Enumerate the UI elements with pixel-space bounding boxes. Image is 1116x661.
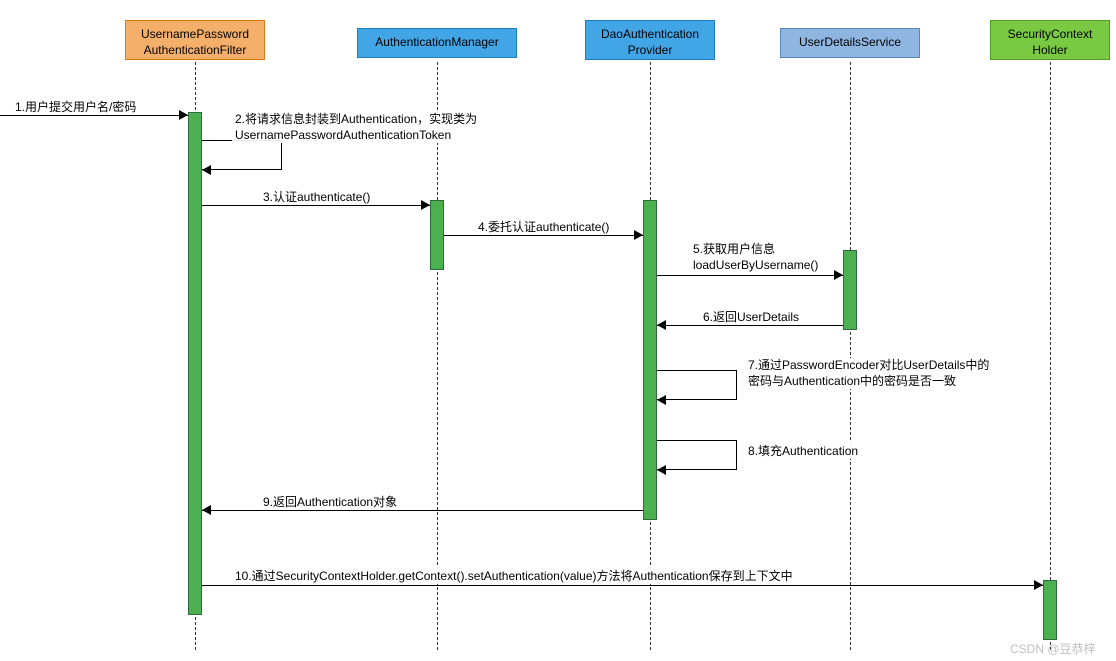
arrow-head-4: [634, 230, 643, 240]
message-label-4: 4.委托认证authenticate(): [475, 218, 612, 235]
message-arrow-6: [657, 325, 843, 326]
activation-uds: [843, 250, 857, 330]
arrow-head-2: [202, 165, 211, 175]
arrow-head-7: [657, 395, 666, 405]
message-label-6: 6.返回UserDetails: [700, 308, 802, 325]
arrow-head-1: [179, 110, 188, 120]
message-label-2: 2.将请求信息封装到Authentication，实现类为UsernamePas…: [232, 112, 480, 143]
message-arrow-1: [0, 115, 188, 116]
message-label-3: 3.认证authenticate(): [260, 188, 373, 205]
self-loop-8: [657, 440, 737, 470]
participant-dao: DaoAuthenticationProvider: [585, 20, 715, 60]
arrow-head-8: [657, 465, 666, 475]
activation-manager: [430, 200, 444, 270]
message-label-1: 1.用户提交用户名/密码: [12, 98, 139, 115]
activation-dao: [643, 200, 657, 520]
arrow-head-6: [657, 320, 666, 330]
participant-filter: UsernamePasswordAuthenticationFilter: [125, 20, 265, 60]
message-arrow-5: [657, 275, 843, 276]
message-label-5: 5.获取用户信息loadUserByUsername(): [690, 242, 821, 273]
participant-manager: AuthenticationManager: [357, 28, 517, 58]
activation-filter: [188, 112, 202, 615]
self-loop-2: [202, 140, 282, 170]
message-label-9: 9.返回Authentication对象: [260, 493, 400, 510]
lifeline-uds: [850, 62, 851, 650]
activation-ctx: [1043, 580, 1057, 640]
arrow-head-5: [834, 270, 843, 280]
lifeline-manager: [437, 62, 438, 650]
message-label-10: 10.通过SecurityContextHolder.getContext().…: [232, 567, 796, 584]
message-arrow-10: [202, 585, 1043, 586]
message-label-7: 7.通过PasswordEncoder对比UserDetails中的密码与Aut…: [745, 358, 992, 389]
lifeline-ctx: [1050, 62, 1051, 650]
arrow-head-3: [421, 200, 430, 210]
participant-uds: UserDetailsService: [780, 28, 920, 58]
self-loop-7: [657, 370, 737, 400]
message-arrow-9: [202, 510, 643, 511]
message-label-8: 8.填充Authentication: [745, 442, 861, 459]
watermark: CSDN @豆恭梓: [1010, 640, 1096, 657]
message-arrow-4: [444, 235, 643, 236]
participant-ctx: SecurityContextHolder: [990, 20, 1110, 60]
message-arrow-3: [202, 205, 430, 206]
arrow-head-9: [202, 505, 211, 515]
arrow-head-10: [1034, 580, 1043, 590]
